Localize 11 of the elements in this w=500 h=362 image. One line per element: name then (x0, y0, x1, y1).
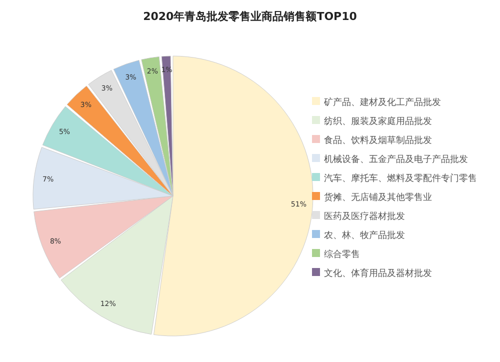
legend-label: 货摊、无店铺及其他零售业 (323, 192, 433, 205)
chart-title: 2020年青岛批发零售业商品销售额TOP10 (142, 9, 358, 25)
legend-label: 汽车、摩托车、燃料及零配件专门零售 (323, 172, 478, 186)
legend-label: 农、林、牧产品批发 (323, 230, 406, 243)
legend-label: 文化、体育用品及器材批发 (323, 267, 433, 281)
legend-label: 医药及医疗器材批发 (323, 210, 406, 224)
legend-label: 食品、饮料及烟草制品批发 (323, 134, 433, 148)
legend-label: 机械设备、五金产品及电子产品批发 (323, 154, 469, 167)
legend-label: 综合零售 (323, 248, 361, 262)
legend-label: 纺织、服装及家庭用品批发 (323, 116, 433, 129)
legend-label: 矿产品、建材及化工产品批发 (323, 96, 442, 110)
